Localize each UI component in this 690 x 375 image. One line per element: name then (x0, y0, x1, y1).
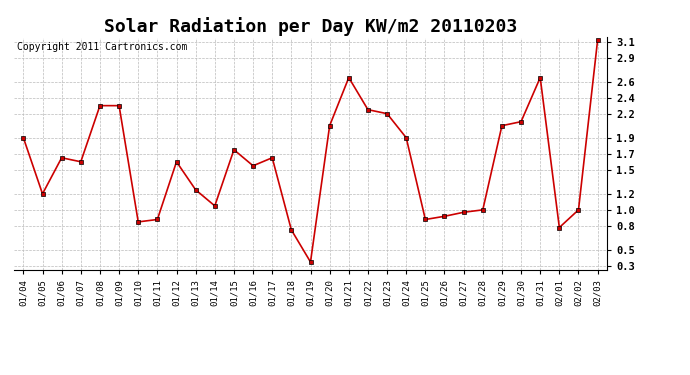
Text: Copyright 2011 Cartronics.com: Copyright 2011 Cartronics.com (17, 42, 187, 52)
Title: Solar Radiation per Day KW/m2 20110203: Solar Radiation per Day KW/m2 20110203 (104, 17, 517, 36)
